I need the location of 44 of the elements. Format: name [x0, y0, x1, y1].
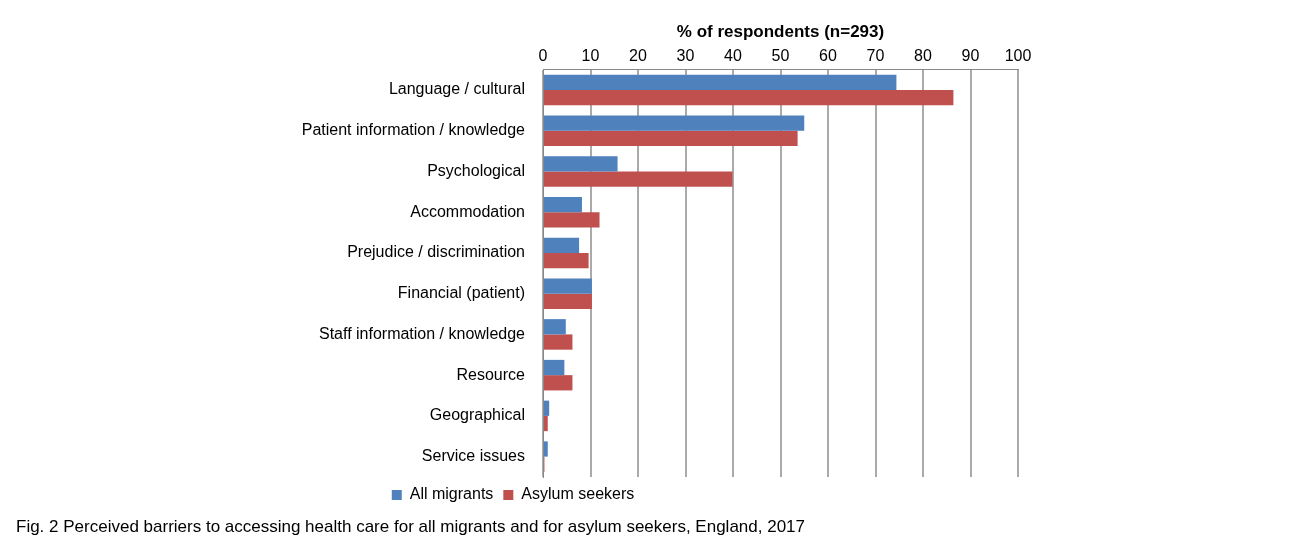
- x-tick-label: 50: [771, 47, 790, 65]
- y-tick-label: Patient information / knowledge: [301, 121, 526, 139]
- bar: [544, 89, 954, 106]
- bar: [544, 293, 592, 309]
- x-tick-label: 20: [629, 47, 647, 65]
- bar: [544, 115, 805, 131]
- y-tick-label: Language / cultural: [388, 80, 525, 98]
- bar: [544, 74, 897, 90]
- x-tick-label: 40: [724, 47, 742, 65]
- x-tick-label: 60: [819, 47, 837, 65]
- y-tick-label: Geographical: [429, 406, 525, 424]
- y-tick-label: Financial (patient): [397, 284, 525, 302]
- bar: [544, 359, 565, 376]
- legend-label: All migrants: [409, 485, 494, 503]
- x-tick-label: 70: [866, 47, 885, 65]
- bar: [544, 319, 566, 335]
- y-tick-label: Accommodation: [410, 202, 525, 220]
- bar: [544, 441, 548, 457]
- caption: Fig. 2 Perceived barriers to accessing health care for all migrants and for asylum seekers, England, 2017: [16, 517, 806, 537]
- bar: [544, 171, 733, 187]
- bar: [544, 375, 573, 391]
- y-tick-label: Psychological: [427, 161, 525, 179]
- x-tick-label: 90: [961, 47, 980, 65]
- x-tick-label: 0: [538, 47, 548, 65]
- bar: [544, 334, 573, 350]
- x-tick-label: 30: [676, 47, 695, 65]
- bar: [544, 130, 798, 146]
- bar: [544, 212, 600, 228]
- bar: [544, 156, 618, 172]
- x-tick-label: 80: [914, 47, 932, 65]
- bar: [544, 400, 550, 416]
- x-tick-label: 10: [581, 47, 600, 65]
- y-tick-label: Service issues: [421, 447, 525, 465]
- x-tick-label: 100: [1004, 47, 1032, 65]
- bar: [544, 415, 548, 432]
- bar: [544, 196, 582, 213]
- legend-label: Asylum seekers: [521, 485, 635, 503]
- y-tick-label: Staff information / knowledge: [318, 324, 526, 342]
- y-tick-label: Resource: [456, 365, 526, 383]
- x-axis-title: % of respondents (n=293): [676, 21, 885, 41]
- bar: [544, 252, 589, 269]
- bar: [544, 278, 592, 294]
- y-tick-label: Prejudice / discrimination: [347, 243, 525, 261]
- bar: [544, 237, 580, 253]
